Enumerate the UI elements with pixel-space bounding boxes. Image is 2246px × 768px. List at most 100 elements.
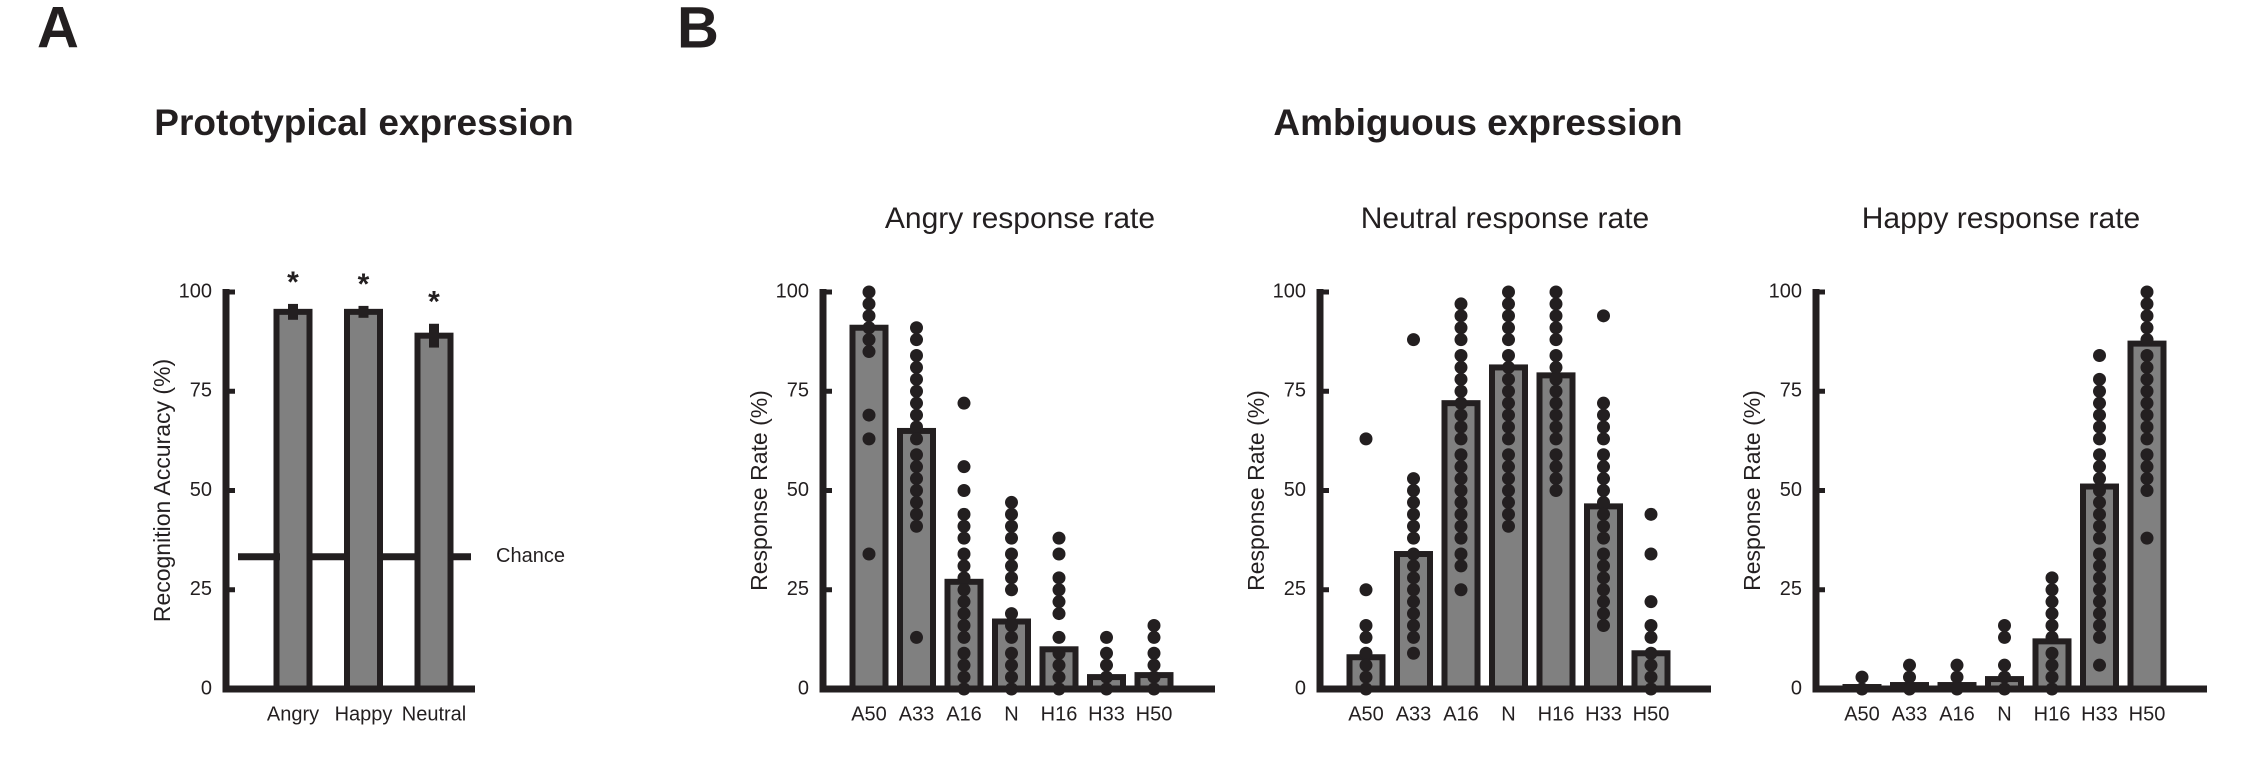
- data-point: [1147, 658, 1161, 672]
- data-point: [910, 448, 923, 462]
- data-point: [1597, 559, 1610, 573]
- axes: [819, 289, 1215, 693]
- data-point: [1359, 618, 1373, 632]
- data-point: [1454, 420, 1468, 434]
- data-point: [2093, 507, 2106, 521]
- y-axis-label: Response Rate (%): [1243, 390, 1269, 591]
- data-point: [957, 571, 971, 585]
- data-point: [957, 595, 971, 609]
- data-point: [957, 531, 971, 545]
- data-point: [1644, 618, 1658, 632]
- x-tick-label: A33: [1396, 703, 1432, 725]
- data-point: [1502, 333, 1515, 347]
- data-point: [1407, 595, 1420, 609]
- data-point: [957, 583, 971, 597]
- data-point: [1549, 285, 1563, 299]
- data-point: [957, 630, 971, 644]
- data-point: [2093, 448, 2106, 462]
- data-point: [1549, 333, 1563, 347]
- data-point: [1502, 349, 1515, 363]
- x-tick-label: H50: [1136, 703, 1173, 725]
- data-point: [2093, 658, 2106, 672]
- data-point: [1597, 571, 1610, 585]
- data-point: [1407, 495, 1420, 509]
- data-point: [957, 547, 971, 561]
- data-point: [1644, 507, 1658, 521]
- data-point: [2140, 460, 2154, 474]
- data-point: [1502, 384, 1515, 398]
- data-point: [1005, 607, 1018, 621]
- data-point: [1407, 507, 1420, 521]
- y-tick-label: 25: [190, 578, 212, 600]
- x-tick-label: A33: [1892, 703, 1928, 725]
- y-tick-label: 50: [190, 479, 212, 501]
- data-point: [1359, 432, 1373, 446]
- data-point: [2093, 571, 2106, 585]
- data-point: [2140, 297, 2154, 311]
- data-point: [1549, 472, 1563, 486]
- axes: [1812, 289, 2207, 693]
- data-point: [1597, 531, 1610, 545]
- data-point: [2140, 349, 2154, 363]
- data-point: [2093, 495, 2106, 509]
- data-point: [1502, 372, 1515, 386]
- data-point: [1998, 618, 2011, 632]
- data-point: [2045, 607, 2059, 621]
- data-point: [957, 460, 971, 474]
- data-point: [910, 484, 923, 497]
- data-point: [1502, 432, 1515, 446]
- data-point: [1502, 297, 1515, 311]
- data-point: [1100, 670, 1113, 684]
- data-point: [2140, 372, 2154, 386]
- data-point: [1454, 448, 1468, 462]
- x-tick-label: A16: [1443, 703, 1479, 725]
- x-tick-label: A16: [1939, 703, 1975, 725]
- data-point: [1100, 646, 1113, 660]
- data-point: [957, 646, 971, 660]
- data-point: [2140, 531, 2154, 545]
- bar: [414, 332, 454, 692]
- data-point: [1052, 658, 1066, 672]
- data-point: [1454, 484, 1468, 497]
- axes: [1316, 289, 1711, 693]
- panel-label: A: [37, 0, 79, 60]
- data-point: [1005, 583, 1018, 597]
- data-point: [957, 484, 971, 497]
- y-axis-label: Response Rate (%): [746, 390, 772, 591]
- data-point: [1407, 583, 1420, 597]
- data-point: [1549, 372, 1563, 386]
- data-point: [2093, 547, 2106, 561]
- data-point: [1502, 360, 1515, 374]
- data-point: [1597, 460, 1610, 474]
- data-point: [2140, 484, 2154, 497]
- data-point: [957, 670, 971, 684]
- data-point: [1549, 321, 1563, 335]
- data-point: [1502, 285, 1515, 299]
- data-point: [1454, 547, 1468, 561]
- data-point: [1597, 408, 1610, 422]
- data-point: [1454, 384, 1468, 398]
- x-tick-label: N: [1501, 703, 1515, 725]
- data-point: [1454, 321, 1468, 335]
- data-point: [910, 360, 923, 374]
- x-tick-label: H16: [2034, 703, 2071, 725]
- data-point: [2140, 472, 2154, 486]
- group-title: Ambiguous expression: [1273, 102, 1682, 143]
- data-point: [862, 333, 876, 347]
- data-point: [1052, 583, 1066, 597]
- data-point: [1549, 484, 1563, 497]
- data-point: [1502, 484, 1515, 497]
- data-point: [1407, 472, 1420, 486]
- data-point: [2093, 420, 2106, 434]
- y-tick-label: 50: [1780, 479, 1802, 501]
- data-point: [1855, 670, 1869, 684]
- data-point: [1052, 571, 1066, 585]
- data-point: [1100, 630, 1113, 644]
- data-point: [2045, 618, 2059, 632]
- data-point: [1407, 630, 1420, 644]
- x-tick-label: A50: [1844, 703, 1880, 725]
- data-point: [1005, 630, 1018, 644]
- data-point: [1549, 297, 1563, 311]
- y-tick-label: 100: [776, 280, 809, 302]
- y-tick-label: 0: [1791, 677, 1802, 699]
